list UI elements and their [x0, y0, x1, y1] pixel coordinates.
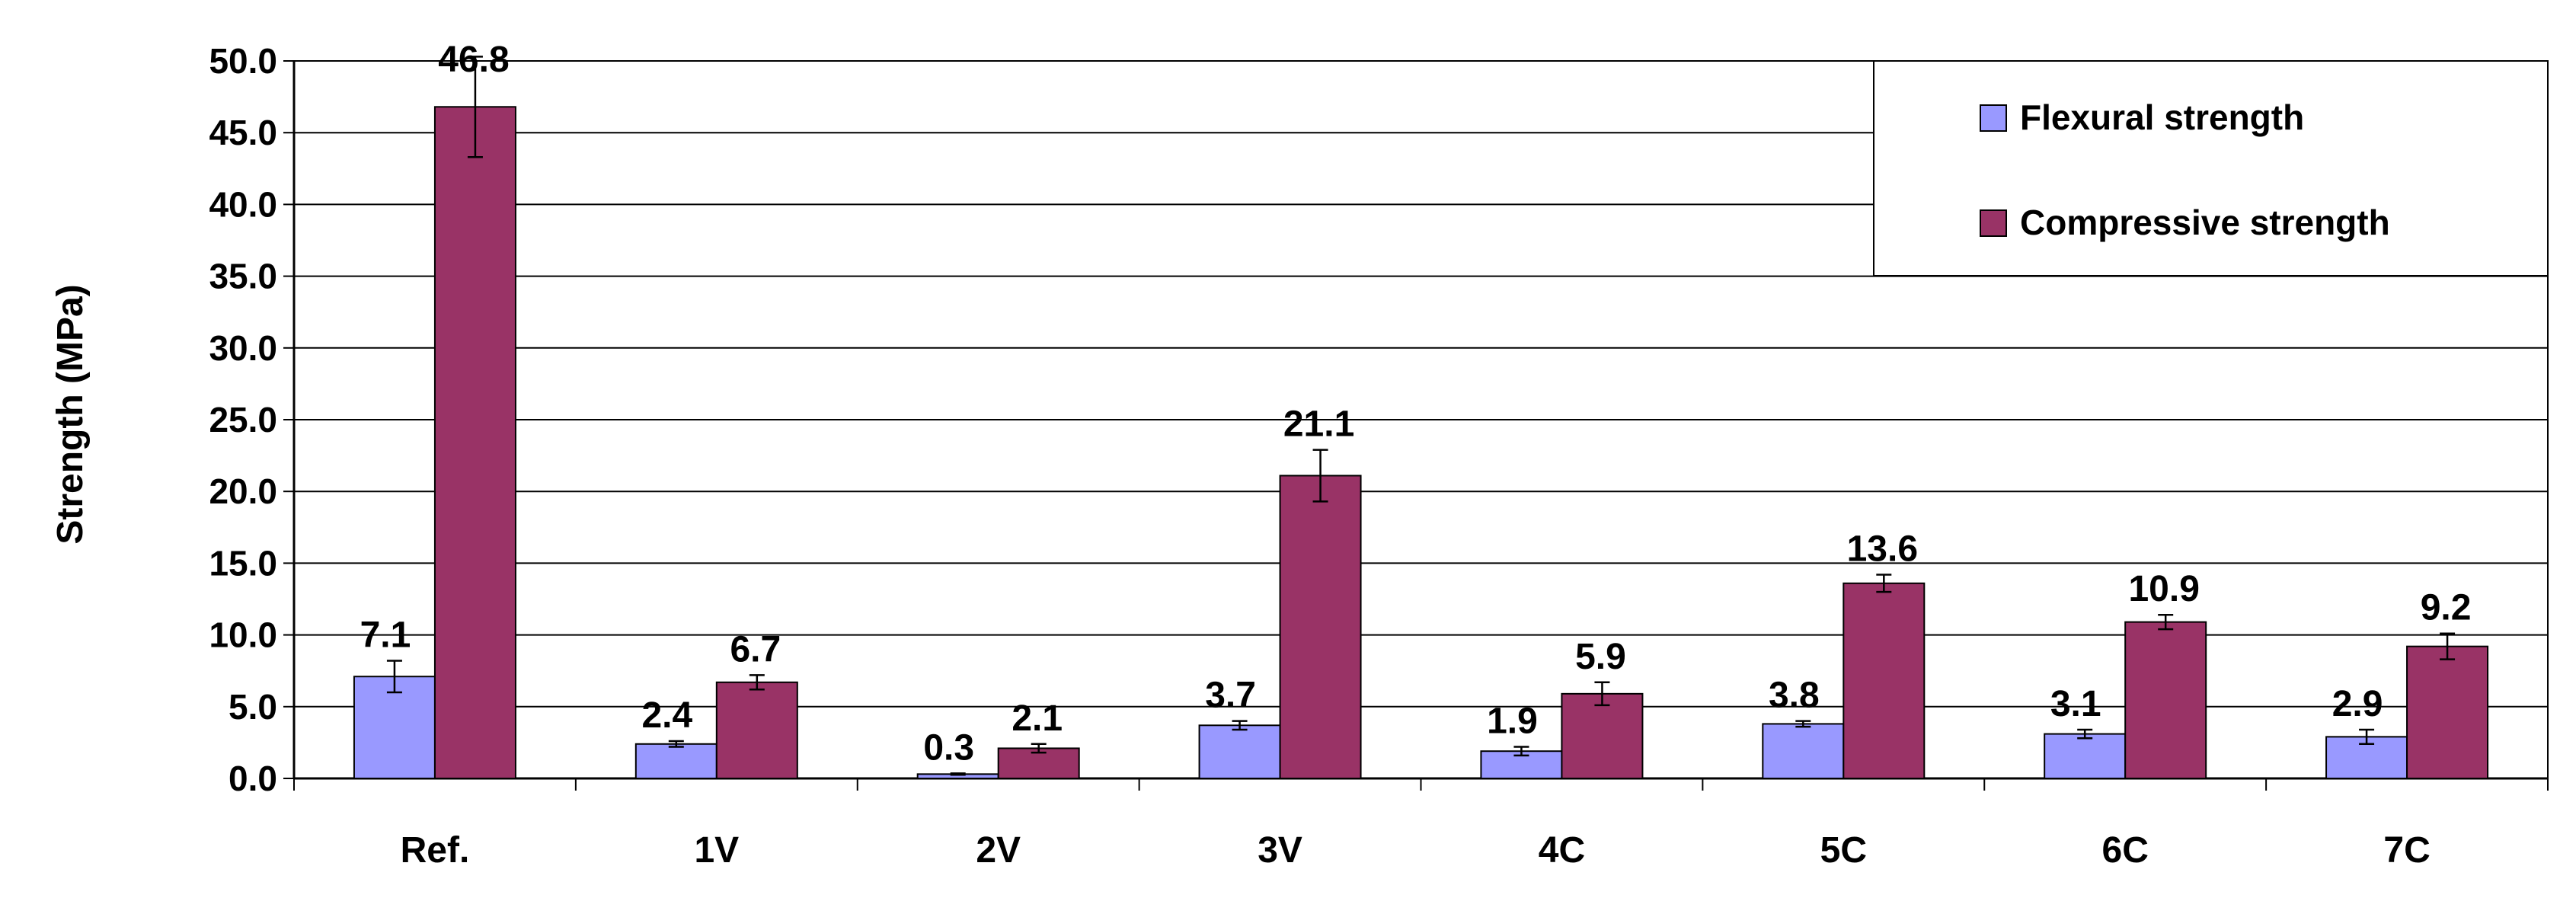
legend-swatch: [1980, 209, 2007, 237]
x-tick-label: 2V: [976, 830, 1021, 871]
x-tick-label: 7C: [2383, 830, 2430, 871]
data-label: 1.9: [1487, 701, 1538, 742]
x-tick-label: 6C: [2102, 830, 2149, 871]
data-label: 2.9: [2332, 684, 2383, 724]
data-label: 10.9: [2128, 569, 2199, 609]
legend-label: Compressive strength: [2020, 203, 2390, 242]
bar: [1561, 692, 1644, 779]
bar: [634, 743, 718, 779]
bar: [1198, 724, 1281, 779]
y-tick-label: 30.0: [209, 328, 277, 368]
tick-labels: 0.0 5.0 10.0 15.0 20.0 25.0 30.0 35.0 40.0 45.0 50…: [209, 41, 2430, 871]
x-tick-label: 5C: [1820, 830, 1867, 871]
y-tick-label: 50.0: [209, 41, 277, 81]
y-tick-label: 25.0: [209, 400, 277, 439]
bar: [2124, 621, 2207, 779]
bar: [1762, 723, 1845, 780]
data-label: 9.2: [2421, 588, 2472, 628]
y-tick-label: 45.0: [209, 113, 277, 152]
bar: [715, 681, 798, 779]
data-label: 2.4: [641, 695, 692, 736]
data-label: 3.7: [1205, 676, 1256, 716]
bar: [2044, 733, 2127, 780]
data-label: 7.1: [360, 615, 411, 656]
bars: [353, 106, 2489, 780]
x-tick-label: 3V: [1258, 830, 1302, 871]
data-label: 46.8: [438, 40, 509, 80]
data-label: 0.3: [923, 727, 974, 768]
y-tick-label: 5.0: [229, 687, 277, 727]
data-label: 6.7: [730, 629, 781, 670]
x-tick-label: 4C: [1539, 830, 1585, 871]
error-bars: [386, 56, 2456, 776]
y-axis-label: Strength (MPa): [50, 284, 91, 544]
bar: [1843, 582, 1926, 779]
legend-swatch: [1980, 104, 2007, 132]
y-tick-label: 35.0: [209, 257, 277, 296]
y-tick-label: 20.0: [209, 471, 277, 511]
data-label: 3.1: [2050, 684, 2101, 724]
legend: Flexural strength Compressive strength: [1873, 60, 2549, 276]
data-label: 5.9: [1575, 637, 1626, 677]
bar: [997, 747, 1080, 779]
data-label: 13.6: [1847, 529, 1918, 569]
data-labels: 7.1 46.8 2.4 6.7 0.3 2.1 3.7 21.1 1.9 5.9 3.8 13.6 3…: [360, 40, 2472, 768]
y-tick-label: 15.0: [209, 543, 277, 583]
bar: [2406, 645, 2489, 779]
legend-label: Flexural strength: [2020, 97, 2304, 137]
data-label: 21.1: [1283, 404, 1354, 445]
y-tick-label: 40.0: [209, 184, 277, 224]
x-tick-label: Ref.: [401, 830, 470, 871]
legend-box: [1873, 60, 2549, 276]
data-label: 3.8: [1769, 676, 1820, 716]
bar: [1279, 475, 1362, 779]
bar: [433, 106, 516, 779]
data-label: 2.1: [1012, 698, 1063, 739]
y-tick-label: 10.0: [209, 615, 277, 655]
x-tick-label: 1V: [694, 830, 739, 871]
y-tick-label: 0.0: [229, 759, 277, 798]
